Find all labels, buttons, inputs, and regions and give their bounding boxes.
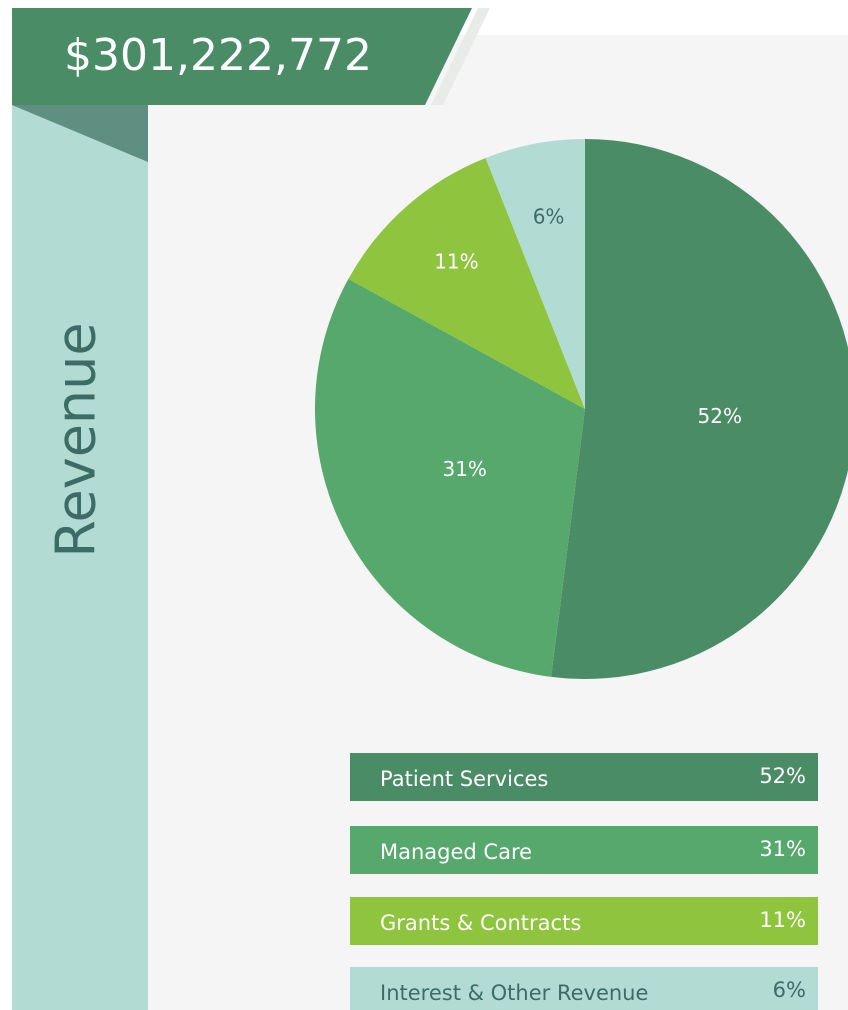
slice-label: 52% [698,404,742,428]
slice-label: 11% [434,250,478,274]
fold [12,105,148,162]
legend-swatch [350,826,818,874]
legend-label: Interest & Other Revenue [380,981,648,1005]
side-label: Revenue [45,322,108,557]
legend-value: 11% [759,908,806,932]
legend-swatch [350,897,818,945]
total-title: $301,222,772 [64,30,372,81]
legend-swatch [350,753,818,801]
banner [12,8,472,105]
legend-value: 6% [773,978,806,1002]
pie-slice [485,139,585,409]
pie: 52% 31% 11% 6% [315,139,848,679]
pie-slice [551,139,848,679]
legend-value: 31% [759,837,806,861]
legend: Patient Services 52% Managed Care 31% Grants… [350,753,818,1010]
side-strip [12,105,148,1010]
legend-label: Patient Services [380,767,548,791]
legend-label: Managed Care [380,840,532,864]
slice-label: 31% [442,457,486,481]
legend-label: Grants & Contracts [380,911,581,935]
pie-slice [348,157,585,409]
legend-value: 52% [759,764,806,788]
legend-swatch [350,967,818,1010]
banner-stripe [431,8,490,105]
pie-slice [315,278,585,677]
slice-label: 6% [533,205,565,229]
